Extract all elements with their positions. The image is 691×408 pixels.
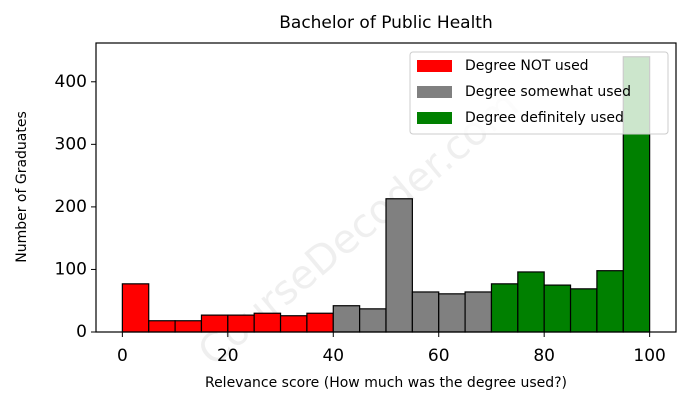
- histogram-bar: [306, 312, 334, 333]
- histogram-bar: [596, 270, 624, 333]
- histogram-bar: [253, 312, 282, 333]
- x-tick-label: 0: [117, 346, 128, 366]
- y-tick-label: 400: [55, 72, 87, 92]
- y-tick-label: 0: [76, 322, 87, 342]
- y-tick-label: 300: [55, 134, 87, 154]
- histogram-bar: [359, 308, 387, 333]
- x-axis-label: Relevance score (How much was the degree…: [205, 375, 567, 391]
- y-axis-label: Number of Graduates: [14, 111, 30, 263]
- x-tick-label: 80: [533, 346, 555, 366]
- histogram-bar: [332, 305, 361, 333]
- histogram-bar: [385, 198, 413, 333]
- legend: Degree NOT used Degree somewhat used Degre…: [409, 51, 669, 135]
- histogram-bar: [279, 315, 308, 333]
- legend-label: Degree somewhat used: [465, 84, 631, 100]
- histogram-bar: [543, 284, 572, 333]
- chart-title: Bachelor of Public Health: [279, 13, 493, 33]
- histogram-bar: [517, 271, 545, 333]
- histogram-bar: [569, 288, 598, 333]
- x-tick-label: 60: [428, 346, 450, 366]
- legend-label: Degree NOT used: [465, 58, 589, 74]
- histogram-bar: [227, 314, 255, 333]
- histogram-bar: [490, 283, 519, 333]
- histogram-bar: [411, 291, 440, 333]
- histogram-bar: [148, 320, 176, 333]
- histogram-bar: [438, 293, 466, 333]
- legend-label: Degree definitely used: [465, 110, 624, 126]
- histogram-bar: [174, 320, 203, 333]
- histogram-bar: [121, 283, 150, 333]
- x-tick-label: 100: [633, 346, 665, 366]
- plot-frame: [95, 42, 677, 333]
- x-tick-label: 20: [217, 346, 239, 366]
- y-tick-label: 200: [55, 197, 87, 217]
- legend-swatch: [417, 86, 452, 98]
- histogram-bar: [464, 291, 493, 333]
- histogram-bar: [200, 314, 229, 333]
- legend-swatch: [417, 112, 452, 124]
- legend-box: [409, 51, 669, 135]
- y-tick-label: 100: [55, 259, 87, 279]
- legend-swatch: [417, 60, 452, 72]
- x-tick-label: 40: [322, 346, 344, 366]
